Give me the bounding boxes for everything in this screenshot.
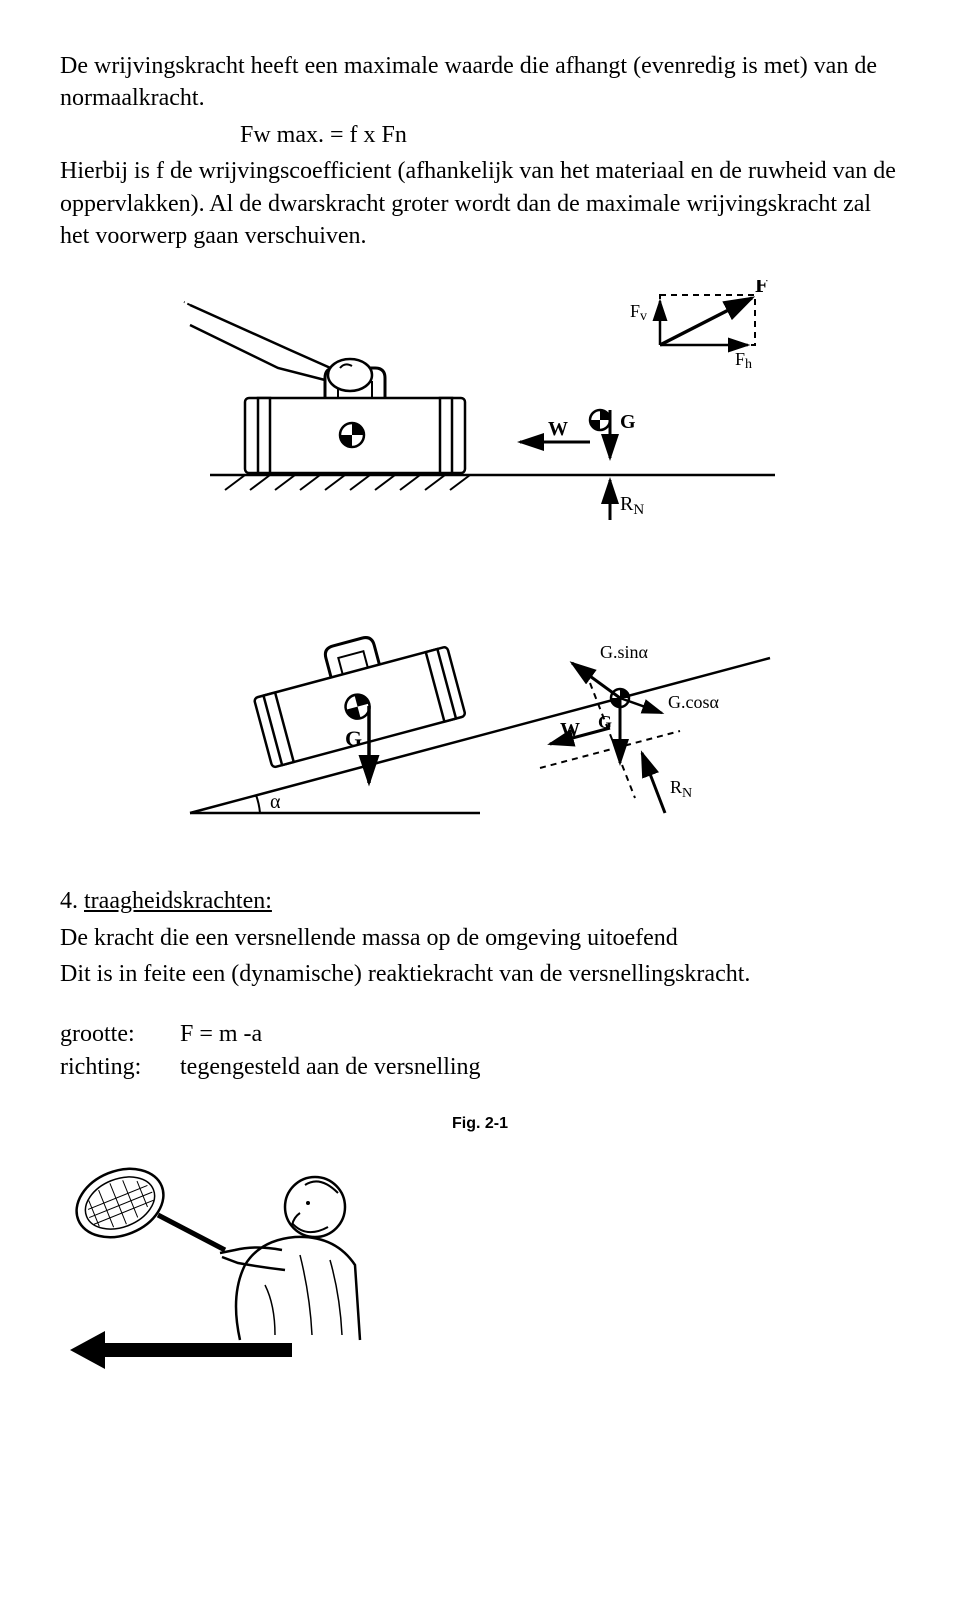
friction-paragraph: Hierbij is f de wrijvingscoefficient (af…: [60, 155, 900, 252]
label-G2: G: [345, 726, 362, 751]
label-F: F: [755, 280, 768, 297]
formula-label-grootte: grootte:: [60, 1018, 180, 1050]
formula-block: grootte: F = m -a richting: tegengesteld…: [60, 1018, 900, 1083]
label-Fh: Fh: [735, 349, 752, 372]
inertia-paragraph-2: Dit is in feite een (dynamische) reaktie…: [60, 958, 900, 990]
intro-paragraph: De wrijvingskracht heeft een maximale wa…: [60, 50, 900, 115]
incline-suitcase-svg: α G: [170, 558, 790, 848]
section-4-number: 4.: [60, 888, 84, 914]
label-G: G: [620, 411, 636, 433]
label-Gcos: G.cosα: [668, 692, 719, 712]
diagram-tennis: [60, 1145, 900, 1394]
formula-grootte: grootte: F = m -a: [60, 1018, 900, 1050]
label-RN2: RN: [670, 777, 692, 801]
label-W2: W: [560, 719, 580, 741]
section-4-heading: 4. traagheidskrachten:: [60, 885, 900, 917]
section-4-title: traagheidskrachten:: [84, 888, 272, 914]
label-RN: RN: [620, 493, 644, 518]
figure-caption: Fig. 2-1: [60, 1113, 900, 1135]
diagram-incline-suitcase: α G: [60, 558, 900, 857]
label-W: W: [548, 418, 568, 440]
inertia-paragraph-1: De kracht die een versnellende massa op …: [60, 922, 900, 954]
formula-richting: richting: tegengesteld aan de versnellin…: [60, 1051, 900, 1083]
label-Gsin: G.sinα: [600, 642, 649, 662]
formula-fwmax: Fw max. = f x Fn: [60, 119, 900, 151]
formula-value-grootte: F = m -a: [180, 1018, 262, 1050]
tennis-svg: [60, 1145, 400, 1385]
diagram-flat-suitcase: W G RN F Fv Fh: [60, 280, 900, 529]
label-alpha: α: [270, 791, 281, 813]
formula-value-richting: tegengesteld aan de versnelling: [180, 1051, 481, 1083]
flat-suitcase-svg: W G RN F Fv Fh: [170, 280, 790, 520]
label-Fv: Fv: [630, 301, 647, 324]
formula-label-richting: richting:: [60, 1051, 180, 1083]
